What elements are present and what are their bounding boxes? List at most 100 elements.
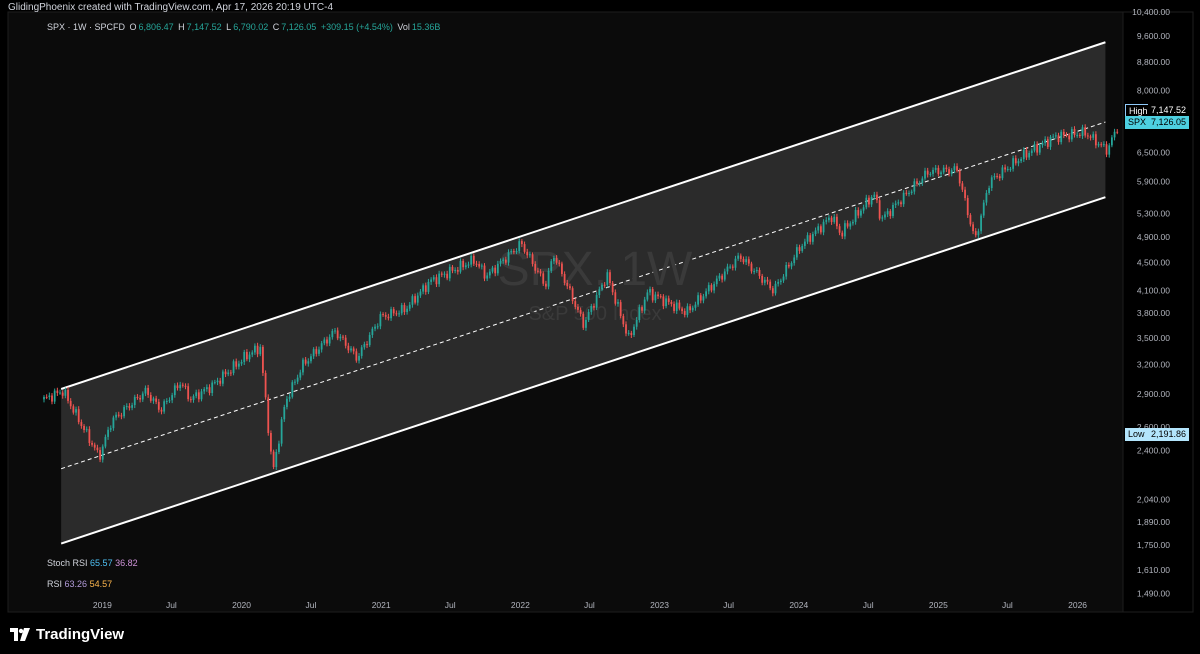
candle-body: [574, 301, 577, 307]
spx-badge-label: SPX: [1125, 116, 1150, 129]
candle-body: [1068, 135, 1071, 140]
candle-body: [630, 332, 633, 336]
candle-body: [641, 307, 643, 311]
candle-body: [382, 314, 384, 316]
ohlc-legend[interactable]: SPX · 1W · SPCFD O 6,806.47 H 7,147.52 L 6,…: [47, 22, 442, 32]
candle-body: [814, 230, 817, 235]
candle-body: [561, 263, 563, 274]
candle-body: [793, 257, 796, 264]
candle-body: [627, 332, 630, 334]
candle-body: [459, 260, 462, 272]
candle-body: [950, 170, 953, 174]
open-label: O: [129, 22, 137, 32]
candle-body: [707, 285, 710, 292]
candle-body: [902, 192, 905, 205]
candle-body: [1097, 144, 1100, 146]
candle-body: [849, 223, 852, 227]
price-tick-label: 4,100.00: [1137, 286, 1170, 296]
price-tick-label: 5,300.00: [1137, 209, 1170, 219]
channel-midline[interactable]: [61, 121, 1106, 470]
candle-body: [294, 381, 296, 383]
candle-body: [416, 295, 419, 303]
rsi-ma: 54.57: [89, 579, 113, 589]
candle-body: [1086, 135, 1089, 137]
rsi-legend[interactable]: RSI 63.26 54.57: [47, 579, 112, 589]
price-tick-label: 3,200.00: [1137, 360, 1170, 370]
candle-body: [328, 337, 331, 344]
candle-body: [873, 194, 876, 198]
candle-body: [969, 215, 972, 225]
time-tick-label: Jul: [863, 600, 874, 610]
tradingview-logo-icon: [10, 628, 30, 641]
candle-body: [93, 444, 96, 448]
close-value: 7,126.05: [281, 22, 317, 32]
candle-body: [155, 398, 158, 402]
candle-body: [358, 355, 360, 361]
candle-body: [699, 295, 702, 301]
candle-body: [1105, 144, 1108, 155]
candle-body: [977, 231, 980, 236]
candle-body: [617, 302, 619, 304]
candle-body: [422, 285, 425, 292]
time-tick-label: Jul: [584, 600, 595, 610]
candle-body: [400, 305, 403, 314]
candle-body: [587, 311, 590, 320]
candle-body: [104, 436, 107, 447]
candle-body: [179, 384, 182, 389]
candle-body: [496, 263, 499, 274]
watermark-name: S&P 500 Index: [528, 303, 661, 325]
candle-body: [625, 324, 627, 334]
time-tick-label: 2025: [929, 600, 948, 610]
channel-lower-line[interactable]: [60, 196, 1106, 545]
candle-body: [846, 223, 849, 227]
candle-body: [288, 396, 291, 399]
candle-body: [181, 384, 184, 386]
candle-body: [614, 292, 617, 304]
candle-body: [432, 277, 435, 280]
candle-body: [211, 382, 214, 394]
stoch-rsi-legend[interactable]: Stoch RSI 65.57 36.82: [47, 558, 138, 568]
candle-body: [347, 345, 350, 351]
candle-body: [753, 271, 756, 273]
candle-body: [491, 267, 494, 272]
time-tick-label: 2022: [511, 600, 530, 610]
high-value: 7,147.52: [186, 22, 222, 32]
candle-body: [486, 275, 489, 279]
candle-body: [75, 409, 77, 413]
channel-upper-line[interactable]: [60, 41, 1106, 390]
stoch-rsi-k: 65.57: [90, 558, 113, 568]
candle-body: [171, 395, 174, 401]
candle-body: [502, 259, 505, 261]
tradingview-logo[interactable]: TradingView: [10, 626, 124, 643]
candle-body: [528, 254, 531, 256]
candle-body: [334, 330, 336, 332]
candle-body: [291, 382, 294, 397]
candle-body: [61, 392, 64, 396]
candle-body: [379, 314, 382, 327]
candle-body: [993, 176, 996, 178]
candles-group: [43, 124, 1119, 471]
candle-body: [836, 216, 838, 227]
candle-body: [1004, 167, 1007, 170]
price-tick-label: 10,400.00: [1132, 7, 1170, 17]
candle-body: [825, 220, 828, 222]
price-tick-label: 4,900.00: [1137, 232, 1170, 242]
time-tick-label: Jul: [445, 600, 456, 610]
candle-body: [363, 344, 366, 348]
candle-body: [571, 288, 574, 302]
candle-body: [470, 255, 473, 265]
candle-body: [157, 401, 160, 410]
candle-body: [876, 194, 878, 201]
candle-body: [117, 414, 120, 416]
candle-body: [472, 255, 475, 264]
candle-body: [833, 216, 836, 222]
candle-body: [841, 232, 844, 237]
candle-body: [1057, 135, 1060, 143]
candle-body: [240, 362, 243, 364]
candle-body: [120, 415, 123, 417]
candle-body: [200, 391, 203, 400]
candle-body: [534, 263, 537, 271]
candle-body: [371, 328, 374, 335]
candle-body: [686, 306, 689, 315]
